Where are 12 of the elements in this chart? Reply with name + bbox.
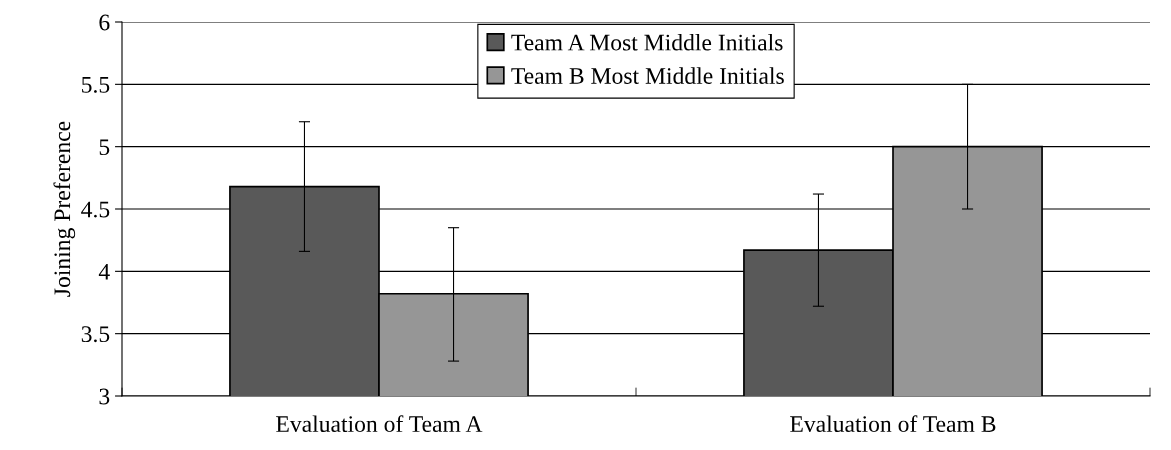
legend-label: Team B Most Middle Initials xyxy=(511,67,784,84)
legend-label: Team A Most Middle Initials xyxy=(511,33,783,51)
y-tick-label: 5.5 xyxy=(82,77,110,93)
y-tick-label: 6 xyxy=(99,14,110,31)
y-tick-label: 3.5 xyxy=(81,326,110,343)
y-tick-label: 3 xyxy=(99,388,110,405)
y-tick-label: 4 xyxy=(98,263,110,280)
x-tick-label: Evaluation of Team A xyxy=(276,415,483,433)
y-axis-title: Joining Preference xyxy=(53,121,76,297)
y-tick-label: 5 xyxy=(99,139,110,156)
x-tick-label: Evaluation of Team B xyxy=(790,415,996,433)
y-tick-label: 4.5 xyxy=(81,201,110,218)
